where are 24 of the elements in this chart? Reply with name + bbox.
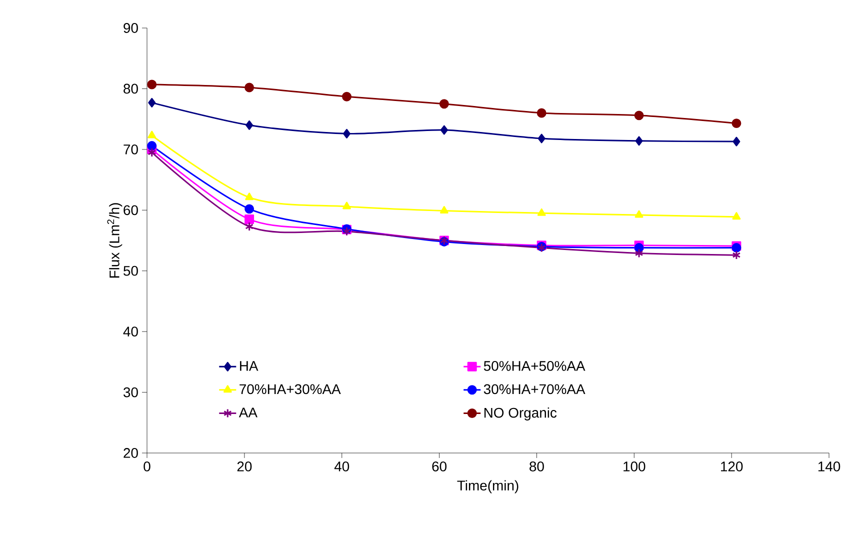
- y-tick-label: 30: [124, 387, 138, 398]
- y-tick-label: 20: [124, 448, 138, 458]
- y-tick-label: 40: [123, 326, 138, 337]
- legend-label: AA: [238, 408, 258, 418]
- y-tick-label: 80: [124, 84, 138, 94]
- y-tick-label: 50: [124, 266, 138, 276]
- x-tick-label: 60: [432, 462, 447, 472]
- legend-label: 50%HA+50%AA: [484, 361, 586, 371]
- x-tick-label: 140: [818, 462, 840, 472]
- legend-label: 30%HA+70%AA: [484, 384, 586, 394]
- x-tick-label: 80: [530, 462, 544, 472]
- x-tick-label: 20: [237, 462, 252, 472]
- x-tick-label: 100: [624, 462, 646, 472]
- x-tick-label: 0: [144, 462, 150, 472]
- x-axis-title: Time(min): [457, 480, 518, 494]
- legend-label: HA: [240, 361, 258, 371]
- y-tick-label: 90: [124, 23, 138, 33]
- y-tick-label: 70: [124, 144, 138, 154]
- y-axis-title: Flux (Lm$^{2}$/h): [107, 203, 122, 278]
- legend-label: NO Organic: [484, 407, 557, 420]
- x-tick-label: 40: [334, 462, 350, 472]
- x-tick-label: 120: [721, 462, 743, 472]
- legend-label: 70%HA+30%AA: [240, 384, 341, 394]
- y-tick-label: 60: [124, 205, 138, 216]
